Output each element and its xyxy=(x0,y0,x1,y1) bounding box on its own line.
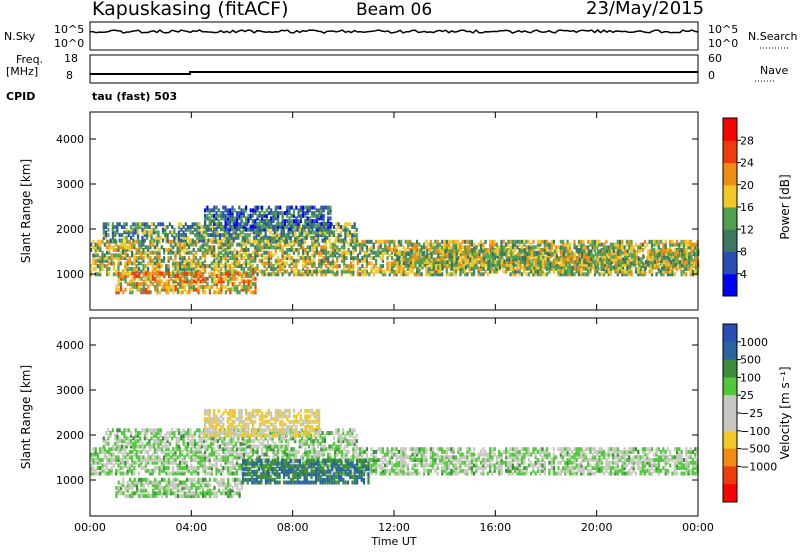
velocity-panel-xlabel: Time UT xyxy=(370,535,416,548)
power-panel-cbar-tick-2: 12 xyxy=(740,223,754,236)
power-panel-cells xyxy=(90,205,700,295)
power-panel-colorbar: 4 8 12 16 20 24 28 Power [dB] xyxy=(722,117,792,297)
velocity-panel-cbar-tick-1: 500 xyxy=(740,354,761,367)
power-panel-echo-band-3 xyxy=(204,205,332,232)
nsearch-label: N.Search xyxy=(748,30,798,43)
nsky-tick-top: 10^5 xyxy=(54,23,85,36)
velocity-panel-cbar-tick-2: 100 xyxy=(740,371,761,384)
beam-title: Beam 06 xyxy=(356,0,433,20)
power-panel-ytick-1000: 1000 xyxy=(56,268,84,281)
freq-tick-top: 18 xyxy=(64,52,78,65)
velocity-panel-ylabel: Slant Range [km] xyxy=(19,365,33,469)
cpid-value: tau (fast) 503 xyxy=(92,90,178,103)
nave-tick-top: 60 xyxy=(708,52,722,65)
power-panel-ytick-4000: 4000 xyxy=(56,133,84,146)
cpid-label: CPID xyxy=(6,90,36,103)
velocity-panel-xtick-2: 08:00 xyxy=(277,521,309,534)
velocity-panel-xtick-3: 12:00 xyxy=(378,521,410,534)
velocity-panel-cbar-tick-3: 25 xyxy=(740,389,754,402)
velocity-panel-xtick-5: 20:00 xyxy=(581,521,613,534)
nave-label: Nave xyxy=(760,64,789,77)
velocity-panel-cbar-tick-7: −1000 xyxy=(740,460,777,473)
velocity-panel-xtick-0: 00:00 xyxy=(74,521,106,534)
date-title: 23/May/2015 xyxy=(586,0,705,19)
freq-label: Freq. xyxy=(16,53,44,66)
nsky-panel xyxy=(89,21,699,51)
power-panel-cbar-tick-4: 20 xyxy=(740,179,754,192)
velocity-panel-echo-band-0 xyxy=(90,447,699,476)
power-panel-cbar-tick-0: 4 xyxy=(740,268,747,281)
velocity-panel-cbar-tick-5: −100 xyxy=(740,425,770,438)
power-panel-echo-band-1 xyxy=(102,222,358,243)
velocity-panel-cbar-tick-4: −25 xyxy=(740,407,763,420)
power-panel-cbar-tick-6: 28 xyxy=(740,134,754,147)
power-panel-ytick-2000: 2000 xyxy=(56,223,84,236)
freq-unit: [MHz] xyxy=(6,65,39,78)
velocity-panel-echo-band-4 xyxy=(115,477,243,498)
freq-panel xyxy=(89,54,699,84)
velocity-panel-ytick-3000: 3000 xyxy=(56,384,84,397)
freq-trace xyxy=(90,71,698,75)
velocity-panel-ytick-1000: 1000 xyxy=(56,474,84,487)
power-panel-echo-band-4 xyxy=(394,249,700,270)
velocity-panel-cbar-label: Velocity [m s⁻¹] xyxy=(778,366,792,459)
velocity-panel-echo-band-2 xyxy=(204,408,321,438)
power-panel-cbar-tick-3: 16 xyxy=(740,201,754,214)
velocity-panel-xtick-6: 00:00 xyxy=(682,521,714,534)
velocity-panel-xtick-4: 16:00 xyxy=(479,521,511,534)
freq-tick-bottom: 8 xyxy=(66,69,73,82)
nsky-trace xyxy=(89,29,699,34)
nave-tick-bottom: 0 xyxy=(708,69,715,82)
nsky-tick-bottom: 10^0 xyxy=(54,37,85,50)
station-title: Kapuskasing (fitACF) xyxy=(92,0,289,20)
velocity-panel-cbar-tick-0: 1000 xyxy=(740,336,768,349)
power-panel-ytick-3000: 3000 xyxy=(56,178,84,191)
power-panel-cbar-label: Power [dB] xyxy=(778,174,792,239)
nsearch-tick-top: 10^5 xyxy=(708,23,739,36)
power-panel-cbar-tick-1: 8 xyxy=(740,246,747,259)
power-panel-echo-band-2 xyxy=(115,271,257,295)
velocity-panel-ytick-2000: 2000 xyxy=(56,429,84,442)
velocity-panel-cbar-tick-6: −500 xyxy=(740,443,770,456)
power-panel-cbar-tick-5: 24 xyxy=(740,157,754,170)
nsearch-tick-bottom: 10^0 xyxy=(708,37,739,50)
velocity-panel-ytick-4000: 4000 xyxy=(56,339,84,352)
nsky-label: N.Sky xyxy=(4,30,36,43)
velocity-panel-cells xyxy=(90,408,699,498)
velocity-panel-echo-band-3 xyxy=(242,458,370,485)
power-panel-ylabel: Slant Range [km] xyxy=(19,159,33,263)
velocity-panel-xtick-1: 04:00 xyxy=(175,521,207,534)
